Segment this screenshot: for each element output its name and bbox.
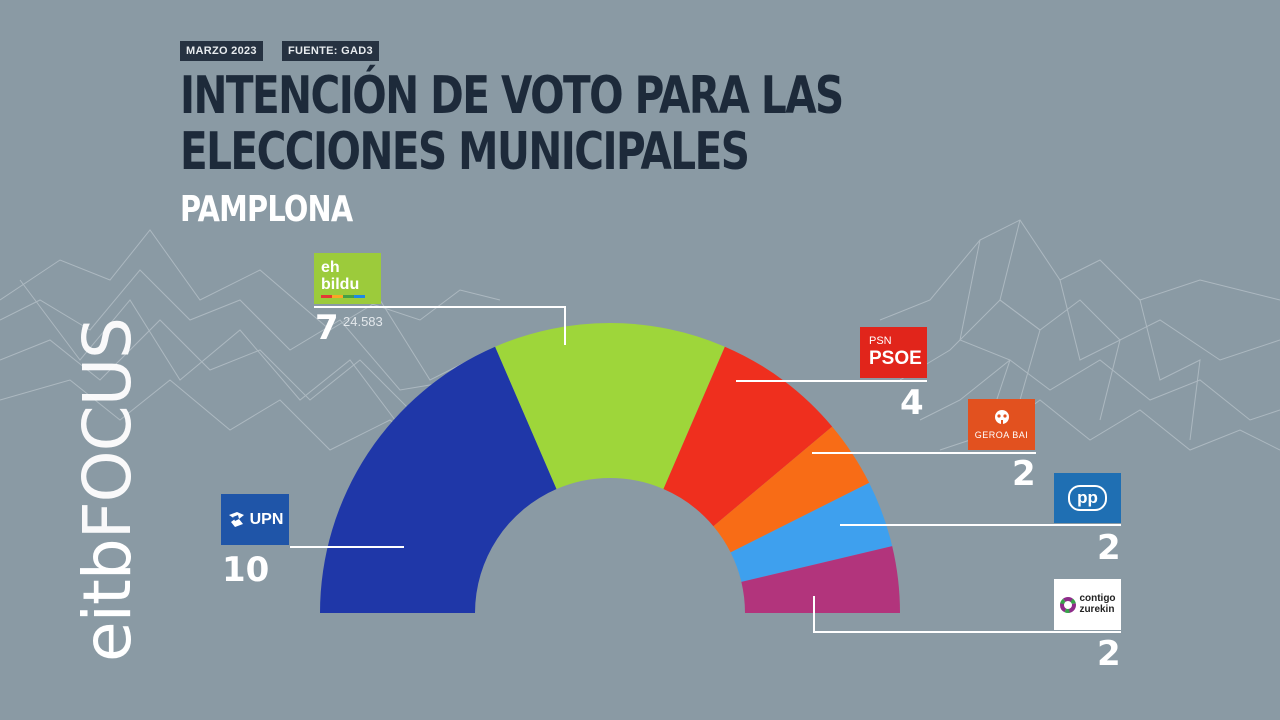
seats-upn: 10 xyxy=(222,550,270,590)
source-tag: FUENTE: GAD3 xyxy=(282,41,379,61)
seats-psn: 4 xyxy=(900,383,924,423)
seats-ehbildu: 7 xyxy=(315,308,339,348)
segment-contigo xyxy=(741,546,900,613)
seats-geroabai: 2 xyxy=(1012,454,1036,494)
contigo-text-block: contigo zurekin xyxy=(1079,593,1116,616)
geroabai-logo-text: GEROA BAI xyxy=(974,429,1029,440)
ehbildu-stripe xyxy=(321,294,365,298)
tree-icon xyxy=(994,409,1009,427)
contigo-logo-line1: contigo xyxy=(1079,593,1116,604)
seats-pp: 2 xyxy=(1097,528,1121,568)
pp-badge: PP xyxy=(1068,485,1107,511)
pp-logo-text: PP xyxy=(1077,488,1098,507)
upn-chain-icon xyxy=(228,511,244,527)
ehbildu-logo-line2: bildu xyxy=(321,275,360,293)
page-subtitle: PAMPLONA xyxy=(180,189,353,230)
ehbildu-logo-line1: eh xyxy=(321,258,340,276)
page-title: INTENCIÓN DE VOTO PARA LAS ELECCIONES MU… xyxy=(180,66,844,182)
segment-pp xyxy=(730,482,893,582)
segment-ehbildu xyxy=(495,323,725,490)
psn-logo-line2: PSOE xyxy=(869,348,922,369)
leader-line-contigo xyxy=(813,596,1121,633)
contigo-zurekin-logo: contigo zurekin xyxy=(1054,579,1121,630)
pp-logo: PP xyxy=(1054,473,1121,523)
seats-contigo: 2 xyxy=(1097,634,1121,674)
upn-logo-text: UPN xyxy=(249,510,284,528)
upn-logo: UPN xyxy=(221,494,289,545)
contigo-logo-line2: zurekin xyxy=(1079,604,1115,615)
date-tag: MARZO 2023 xyxy=(180,41,263,61)
psn-psoe-logo: PSN PSOE xyxy=(860,327,927,378)
psn-logo-line1: PSN xyxy=(869,335,892,347)
segment-geroabai xyxy=(713,426,870,553)
leader-line-ehbildu xyxy=(314,306,566,345)
colorful-ring-icon xyxy=(1060,596,1077,613)
geroabai-logo: GEROA BAI xyxy=(968,399,1035,450)
segment-psn xyxy=(663,346,833,527)
ehbildu-logo: eh bildu xyxy=(314,253,381,304)
votes-ehbildu: 24.583 xyxy=(343,314,383,329)
